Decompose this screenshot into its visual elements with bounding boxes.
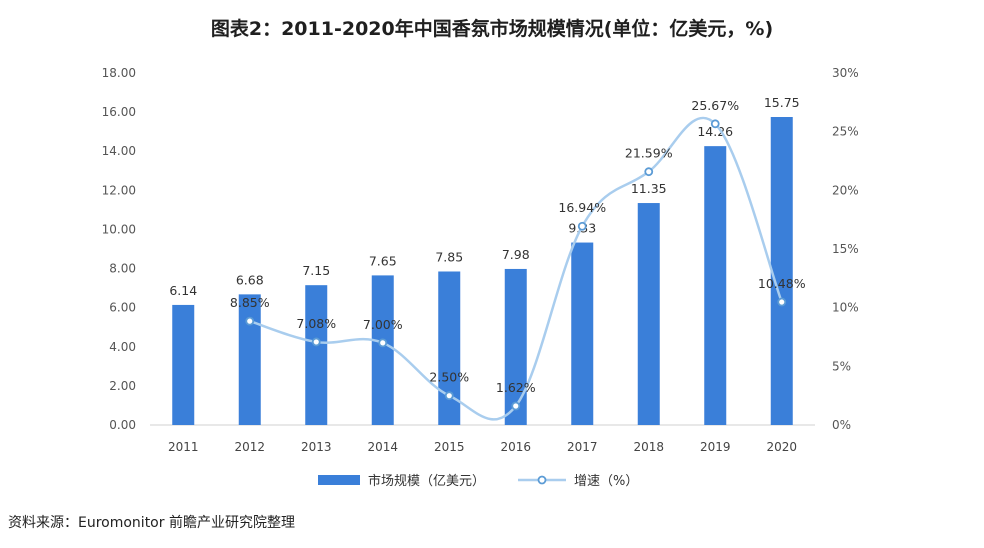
growth-point [511,401,521,411]
x-tick-label: 2012 [234,440,265,454]
legend-swatch-bar [318,475,360,485]
bar-data-label: 7.85 [435,249,463,264]
y-right-tick-label: 5% [832,359,851,373]
y-right-tick-label: 30% [832,66,859,80]
legend-marker [537,475,547,485]
bar [770,117,793,425]
growth-point [245,316,255,326]
y-left-tick-label: 2.00 [109,379,136,393]
x-tick-label: 2020 [766,440,797,454]
bar [371,275,394,425]
bar [704,146,727,426]
bar-data-label: 7.65 [369,253,397,268]
x-axis-ticks: 2011 2012 2013 2014 2015 2016 2017 2018 2019 2020 [168,440,797,454]
y-right-tick-label: 25% [832,125,859,139]
bar-data-label: 7.98 [502,247,530,262]
y-left-tick-label: 4.00 [109,340,136,354]
bar [172,304,195,425]
bar-series [172,117,793,426]
growth-data-label: 7.00% [363,317,403,332]
bar [571,242,594,425]
y-right-tick-label: 10% [832,301,859,315]
x-tick-label: 2015 [434,440,465,454]
x-tick-label: 2019 [700,440,731,454]
bar [637,203,660,425]
y-left-tick-label: 14.00 [102,144,136,158]
growth-point [710,119,720,129]
bar [238,294,261,425]
bar-data-label: 6.14 [169,283,197,298]
bar [504,268,527,425]
y-left-tick-label: 8.00 [109,262,136,276]
legend-label-bar: 市场规模（亿美元） [368,473,485,489]
x-tick-label: 2018 [633,440,664,454]
x-tick-label: 2014 [367,440,398,454]
growth-point [378,338,388,348]
x-tick-label: 2016 [500,440,531,454]
growth-point [777,297,787,307]
x-tick-label: 2013 [301,440,332,454]
y-right-tick-label: 20% [832,183,859,197]
y-left-tick-label: 0.00 [109,418,136,432]
bar [438,271,461,425]
growth-data-label: 25.67% [691,98,739,113]
growth-data-label: 21.59% [625,146,673,161]
growth-data-label: 7.08% [296,316,336,331]
y-left-tick-label: 10.00 [102,222,136,236]
y-left-tick-label: 18.00 [102,66,136,80]
growth-data-label: 16.94% [558,200,606,215]
growth-point [644,167,654,177]
y-axis-right: 0% 5% 10% 15% 20% 25% 30% [832,66,859,432]
chart-title: 图表2：2011-2020年中国香氛市场规模情况(单位：亿美元，%) [210,18,774,40]
y-left-tick-label: 16.00 [102,105,136,119]
growth-data-label: 2.50% [429,370,469,385]
x-tick-label: 2011 [168,440,199,454]
legend-label-line: 增速（%） [574,474,638,489]
x-tick-label: 2017 [567,440,598,454]
legend: 市场规模（亿美元） 增速（%） [318,473,638,489]
y-left-tick-label: 6.00 [109,301,136,315]
bar [305,285,328,425]
bar-data-labels: 6.146.687.157.657.857.989.3311.3514.2615… [169,95,799,298]
growth-point [311,337,321,347]
growth-data-labels: 8.85% 7.08% 7.00% 2.50% 1.62% 16.94% 21.59% 25.… [230,98,806,395]
growth-point [577,221,587,231]
y-right-tick-label: 0% [832,418,851,432]
growth-data-label: 1.62% [496,380,536,395]
bar-data-label: 7.15 [302,263,330,278]
growth-data-label: 8.85% [230,295,270,310]
growth-data-label: 10.48% [758,276,806,291]
bar-data-label: 11.35 [631,181,667,196]
bar-data-label: 6.68 [236,272,264,287]
y-axis-left: 0.00 2.00 4.00 6.00 8.00 10.00 12.00 14.00 16.00… [102,66,136,432]
growth-line-series [245,116,787,421]
source-note: 资料来源：Euromonitor 前瞻产业研究院整理 [8,515,295,531]
y-right-tick-label: 15% [832,242,859,256]
growth-point [444,391,454,401]
bar-data-label: 15.75 [764,95,800,110]
y-left-tick-label: 12.00 [102,183,136,197]
